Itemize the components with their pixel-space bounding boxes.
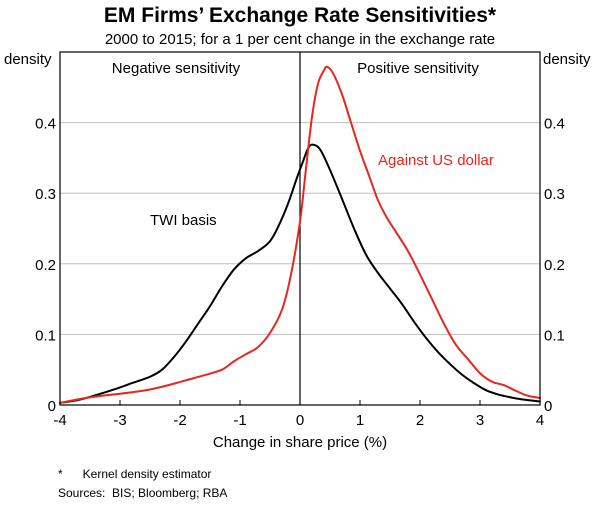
annotation-twi-basis: TWI basis (150, 212, 217, 229)
plot-frame (59, 51, 541, 406)
x-tick-label: -1 (233, 412, 246, 429)
y-tick-label-right: 0.4 (544, 116, 565, 133)
x-tick-label: -3 (113, 412, 126, 429)
series-lines (59, 65, 541, 404)
y-unit-right: density (543, 51, 591, 68)
x-tick-label: 4 (536, 412, 544, 429)
y-tick-label-right: 0 (544, 398, 552, 415)
y-tick-label-left: 0.2 (35, 257, 56, 274)
region-label-positive: Positive sensitivity (357, 60, 479, 77)
y-tick-label-right: 0.1 (544, 327, 565, 344)
y-tick-label-left: 0.3 (35, 186, 56, 203)
region-label-negative: Negative sensitivity (112, 60, 241, 77)
x-axis-label: Change in share price (%) (213, 434, 387, 451)
annotation-against-us-dollar: Against US dollar (378, 152, 494, 169)
y-unit-left: density (4, 51, 52, 68)
y-tick-label-left: 0.1 (35, 327, 56, 344)
x-tick-label: 0 (296, 412, 304, 429)
y-tick-labels-left: 0 0.1 0.2 0.3 0.4 (35, 116, 56, 415)
chart-title: EM Firms’ Exchange Rate Sensitivities* (104, 4, 497, 27)
x-tick-label: 2 (416, 412, 424, 429)
x-tick-label: -4 (53, 412, 66, 429)
series-annotations: TWI basis Against US dollar (150, 152, 494, 229)
y-tick-labels-right: 0 0.1 0.2 0.3 0.4 (544, 116, 565, 415)
x-tick-labels: -4 -3 -2 -1 0 1 2 3 4 (53, 412, 544, 429)
y-tick-label-right: 0.2 (544, 257, 565, 274)
sources: Sources: BIS; Bloomberg; RBA (58, 486, 227, 500)
footnote: * Kernel density estimator (58, 467, 211, 481)
x-tick-label: 3 (476, 412, 484, 429)
chart-subtitle: 2000 to 2015; for a 1 per cent change in… (105, 31, 495, 48)
y-tick-label-left: 0 (48, 398, 56, 415)
y-tick-label-left: 0.4 (35, 116, 56, 133)
y-tick-label-right: 0.3 (544, 186, 565, 203)
x-tick-label: -2 (173, 412, 186, 429)
x-tick-label: 1 (356, 412, 364, 429)
series-line-against-us-dollar (59, 65, 541, 404)
